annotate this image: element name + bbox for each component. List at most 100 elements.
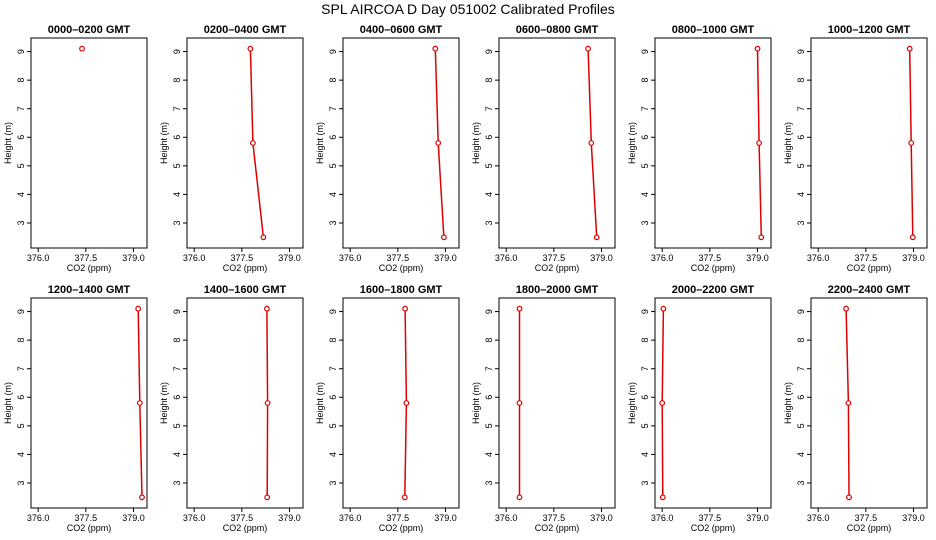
y-tick-label: 7: [172, 366, 182, 371]
y-tick-label: 4: [172, 452, 182, 457]
y-tick-label: 6: [328, 395, 338, 400]
plot-frame: [186, 37, 304, 249]
x-tick-label: 377.5: [543, 513, 566, 523]
y-tick-label: 3: [328, 220, 338, 225]
y-tick-label: 5: [16, 423, 26, 428]
y-tick-label: 5: [172, 423, 182, 428]
plot-frame: [498, 297, 616, 509]
data-point: [758, 234, 765, 241]
x-tick-label: 376.0: [339, 253, 362, 263]
y-tick-label: 9: [16, 309, 26, 314]
x-tick-label: 379.0: [434, 513, 457, 523]
y-tick-label: 8: [796, 338, 806, 343]
x-tick-label: 376.0: [339, 513, 362, 523]
figure-title: SPL AIRCOA D Day 051002 Calibrated Profi…: [321, 1, 615, 17]
x-axis-label: CO2 (ppm): [67, 523, 112, 533]
y-tick-label: 7: [796, 106, 806, 111]
plot-frame: [342, 297, 460, 509]
panel: 2200–2400 GMT 376.0 377.5 379.0 CO2 (ppm) 3 4 5…: [783, 284, 928, 533]
x-tick-label: 377.5: [855, 513, 878, 523]
y-tick-label: 4: [484, 452, 494, 457]
data-point: [264, 400, 271, 406]
y-tick-label: 9: [328, 309, 338, 314]
y-tick-label: 5: [172, 163, 182, 168]
y-tick-label: 3: [796, 220, 806, 225]
y-tick-label: 4: [640, 192, 650, 197]
data-point: [432, 45, 439, 52]
x-axis-label: CO2 (ppm): [379, 523, 424, 533]
y-tick-label: 3: [484, 220, 494, 225]
y-tick-label: 3: [16, 480, 26, 485]
y-tick-label: 6: [484, 395, 494, 400]
x-axis-label: CO2 (ppm): [847, 263, 892, 273]
y-tick-label: 8: [172, 78, 182, 83]
plot-frame: [654, 297, 772, 509]
y-tick-label: 8: [796, 78, 806, 83]
y-axis-label: Height (m): [627, 382, 637, 424]
y-tick-label: 6: [796, 395, 806, 400]
y-tick-label: 8: [640, 338, 650, 343]
data-point: [441, 234, 447, 241]
y-tick-label: 6: [16, 395, 26, 400]
y-tick-label: 9: [640, 49, 650, 54]
y-tick-label: 6: [172, 135, 182, 140]
y-tick-label: 4: [640, 452, 650, 457]
panel-title: 0800–1000 GMT: [672, 24, 755, 36]
y-tick-label: 6: [328, 135, 338, 140]
data-point: [264, 305, 270, 312]
y-tick-label: 6: [172, 395, 182, 400]
y-tick-label: 8: [16, 338, 26, 343]
y-axis-label: Height (m): [159, 382, 169, 424]
data-point: [79, 45, 85, 52]
x-tick-label: 379.0: [278, 253, 301, 263]
x-axis-label: CO2 (ppm): [67, 263, 112, 273]
panel: 1400–1600 GMT 376.0 377.5 379.0 CO2 (ppm) 3 4 5…: [159, 284, 304, 533]
panel-grid: 0000–0200 GMT 376.0 377.5 379.0 CO2 (ppm) 3 4 5…: [3, 24, 928, 533]
y-tick-label: 3: [172, 480, 182, 485]
panel: 1000–1200 GMT 376.0 377.5 379.0 CO2 (ppm) 3 4 5…: [783, 24, 928, 273]
x-tick-label: 376.0: [495, 513, 518, 523]
y-tick-label: 8: [172, 338, 182, 343]
data-point: [585, 45, 591, 52]
plot-frame: [30, 297, 148, 509]
y-tick-label: 5: [640, 163, 650, 168]
panel-title: 2200–2400 GMT: [828, 284, 911, 296]
y-tick-label: 8: [484, 338, 494, 343]
x-tick-label: 376.0: [183, 513, 206, 523]
y-tick-label: 7: [16, 106, 26, 111]
y-tick-label: 3: [640, 480, 650, 485]
x-tick-label: 379.0: [278, 513, 301, 523]
y-tick-label: 3: [640, 220, 650, 225]
data-point: [906, 45, 913, 52]
x-tick-label: 376.0: [183, 253, 206, 263]
y-tick-label: 7: [640, 366, 650, 371]
panel-title: 0400–0600 GMT: [360, 24, 443, 36]
x-tick-label: 376.0: [651, 253, 674, 263]
x-axis-label: CO2 (ppm): [847, 523, 892, 533]
y-tick-label: 6: [484, 135, 494, 140]
plot-frame: [654, 37, 772, 249]
x-tick-label: 377.5: [699, 513, 722, 523]
y-tick-label: 7: [640, 106, 650, 111]
data-point: [846, 494, 852, 501]
data-point: [756, 140, 762, 146]
y-axis-label: Height (m): [315, 122, 325, 164]
panel-title: 2000–2200 GMT: [672, 284, 755, 296]
data-point: [136, 400, 143, 406]
data-point: [249, 140, 256, 146]
data-point: [401, 494, 408, 501]
x-axis-label: CO2 (ppm): [535, 523, 580, 533]
data-point: [247, 45, 254, 52]
y-tick-label: 4: [484, 192, 494, 197]
panel: 0200–0400 GMT 376.0 377.5 379.0 CO2 (ppm) 3 4 5…: [159, 24, 304, 273]
y-axis-label: Height (m): [783, 382, 793, 424]
data-point: [593, 234, 600, 241]
x-tick-label: 376.0: [651, 513, 674, 523]
x-tick-label: 376.0: [807, 253, 830, 263]
x-tick-label: 379.0: [122, 253, 145, 263]
y-axis-label: Height (m): [315, 382, 325, 424]
y-tick-label: 9: [640, 309, 650, 314]
panel-title: 1600–1800 GMT: [360, 284, 443, 296]
y-tick-label: 9: [484, 309, 494, 314]
